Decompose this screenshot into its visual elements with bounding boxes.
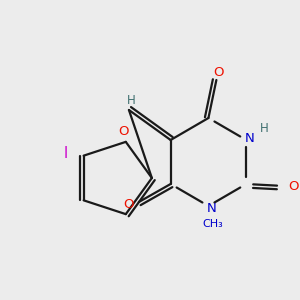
Text: O: O (213, 65, 224, 79)
Text: H: H (127, 94, 135, 106)
Text: O: O (118, 125, 129, 138)
Text: O: O (289, 179, 299, 193)
Text: O: O (124, 197, 134, 211)
Text: N: N (206, 202, 216, 214)
Text: N: N (244, 131, 254, 145)
Text: I: I (64, 146, 68, 161)
Text: CH₃: CH₃ (202, 219, 223, 229)
Text: H: H (260, 122, 268, 134)
